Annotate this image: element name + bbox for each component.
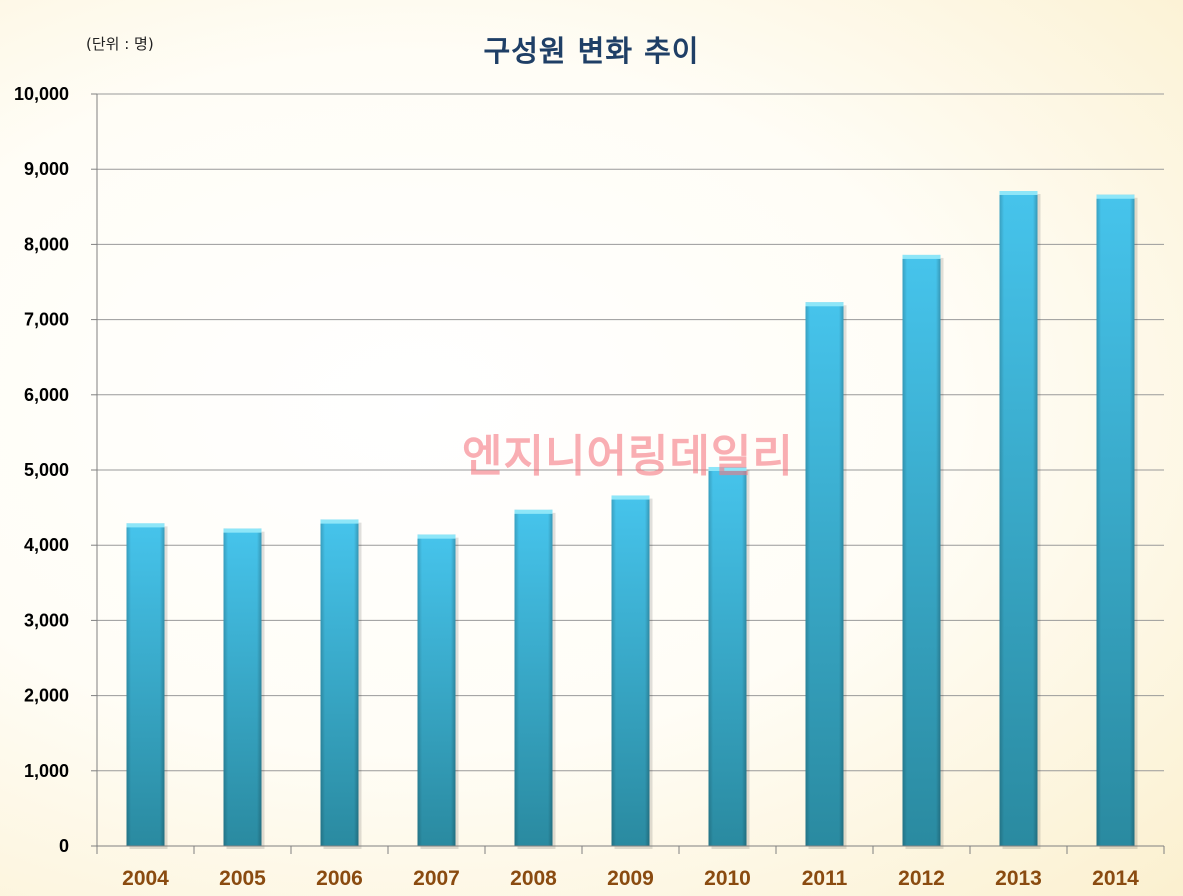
bar-2004 [126,523,168,849]
bar-cap [417,534,456,539]
bar-cap [223,528,262,533]
x-tick-label: 2010 [704,867,751,890]
bar-shading [1096,194,1135,846]
x-tick-label: 2007 [413,867,460,890]
bar-2008 [514,509,556,849]
bar-cap [611,495,650,500]
axes [96,94,1165,854]
y-tick-labels: 0 1,000 2,000 3,000 4,000 5,000 6,000 7,000 8,00… [14,84,69,856]
y-tick-label: 2,000 [24,686,69,706]
bar-2012 [902,254,944,850]
bar-shading [999,191,1038,846]
x-tick-labels: 2004 2005 2006 2007 2008 2009 2010 2011 2012 2013… [122,867,1139,890]
x-tick-label: 2008 [510,867,557,890]
x-tick-label: 2012 [898,867,945,890]
bar-shading [514,509,553,846]
bars [126,191,1138,850]
x-tick-label: 2013 [995,867,1042,890]
bar-cap [902,254,941,259]
chart-title: 구성원 변화 추이 [483,34,700,68]
y-tick-label: 6,000 [24,385,69,405]
watermark-text: 엔지니어링데일리 [462,431,794,482]
x-tick-label: 2006 [316,867,363,890]
y-tick-label: 0 [59,836,69,856]
bar-2011 [805,302,847,850]
bar-2007 [417,534,459,849]
y-tick-label: 10,000 [14,84,69,104]
x-tick-label: 2009 [607,867,654,890]
bar-cap [514,509,553,514]
bar-2009 [611,495,653,849]
bar-shading [902,254,941,847]
y-tick-label: 3,000 [24,610,69,630]
y-tick-label: 9,000 [24,159,69,179]
bar-2005 [223,528,265,849]
bar-shading [223,528,262,846]
y-tick-label: 4,000 [24,535,69,555]
bar-shading [805,302,844,847]
y-tick-label: 7,000 [24,310,69,330]
bar-shading [417,534,456,846]
bar-cap [126,523,165,528]
bar-2010 [708,466,750,849]
bar-cap [1096,194,1135,199]
bar-shading [708,466,747,846]
bar-2014 [1096,194,1138,849]
bar-cap [320,519,359,524]
bar-2006 [320,519,362,849]
x-tick-label: 2004 [122,867,169,890]
bar-cap [999,191,1038,196]
x-tick-label: 2014 [1092,867,1139,890]
bar-cap [805,302,844,307]
unit-label: (단위 : 명) [86,35,154,53]
bar-2013 [999,191,1041,849]
y-tick-label: 1,000 [24,761,69,781]
bar-shading [320,519,359,846]
bar-cap [708,466,747,471]
x-tick-label: 2011 [802,867,848,890]
bar-shading [611,495,650,846]
bar-shading [126,523,165,846]
y-tick-label: 8,000 [24,234,69,254]
y-tick-label: 5,000 [24,460,69,480]
x-tick-label: 2005 [219,867,266,890]
